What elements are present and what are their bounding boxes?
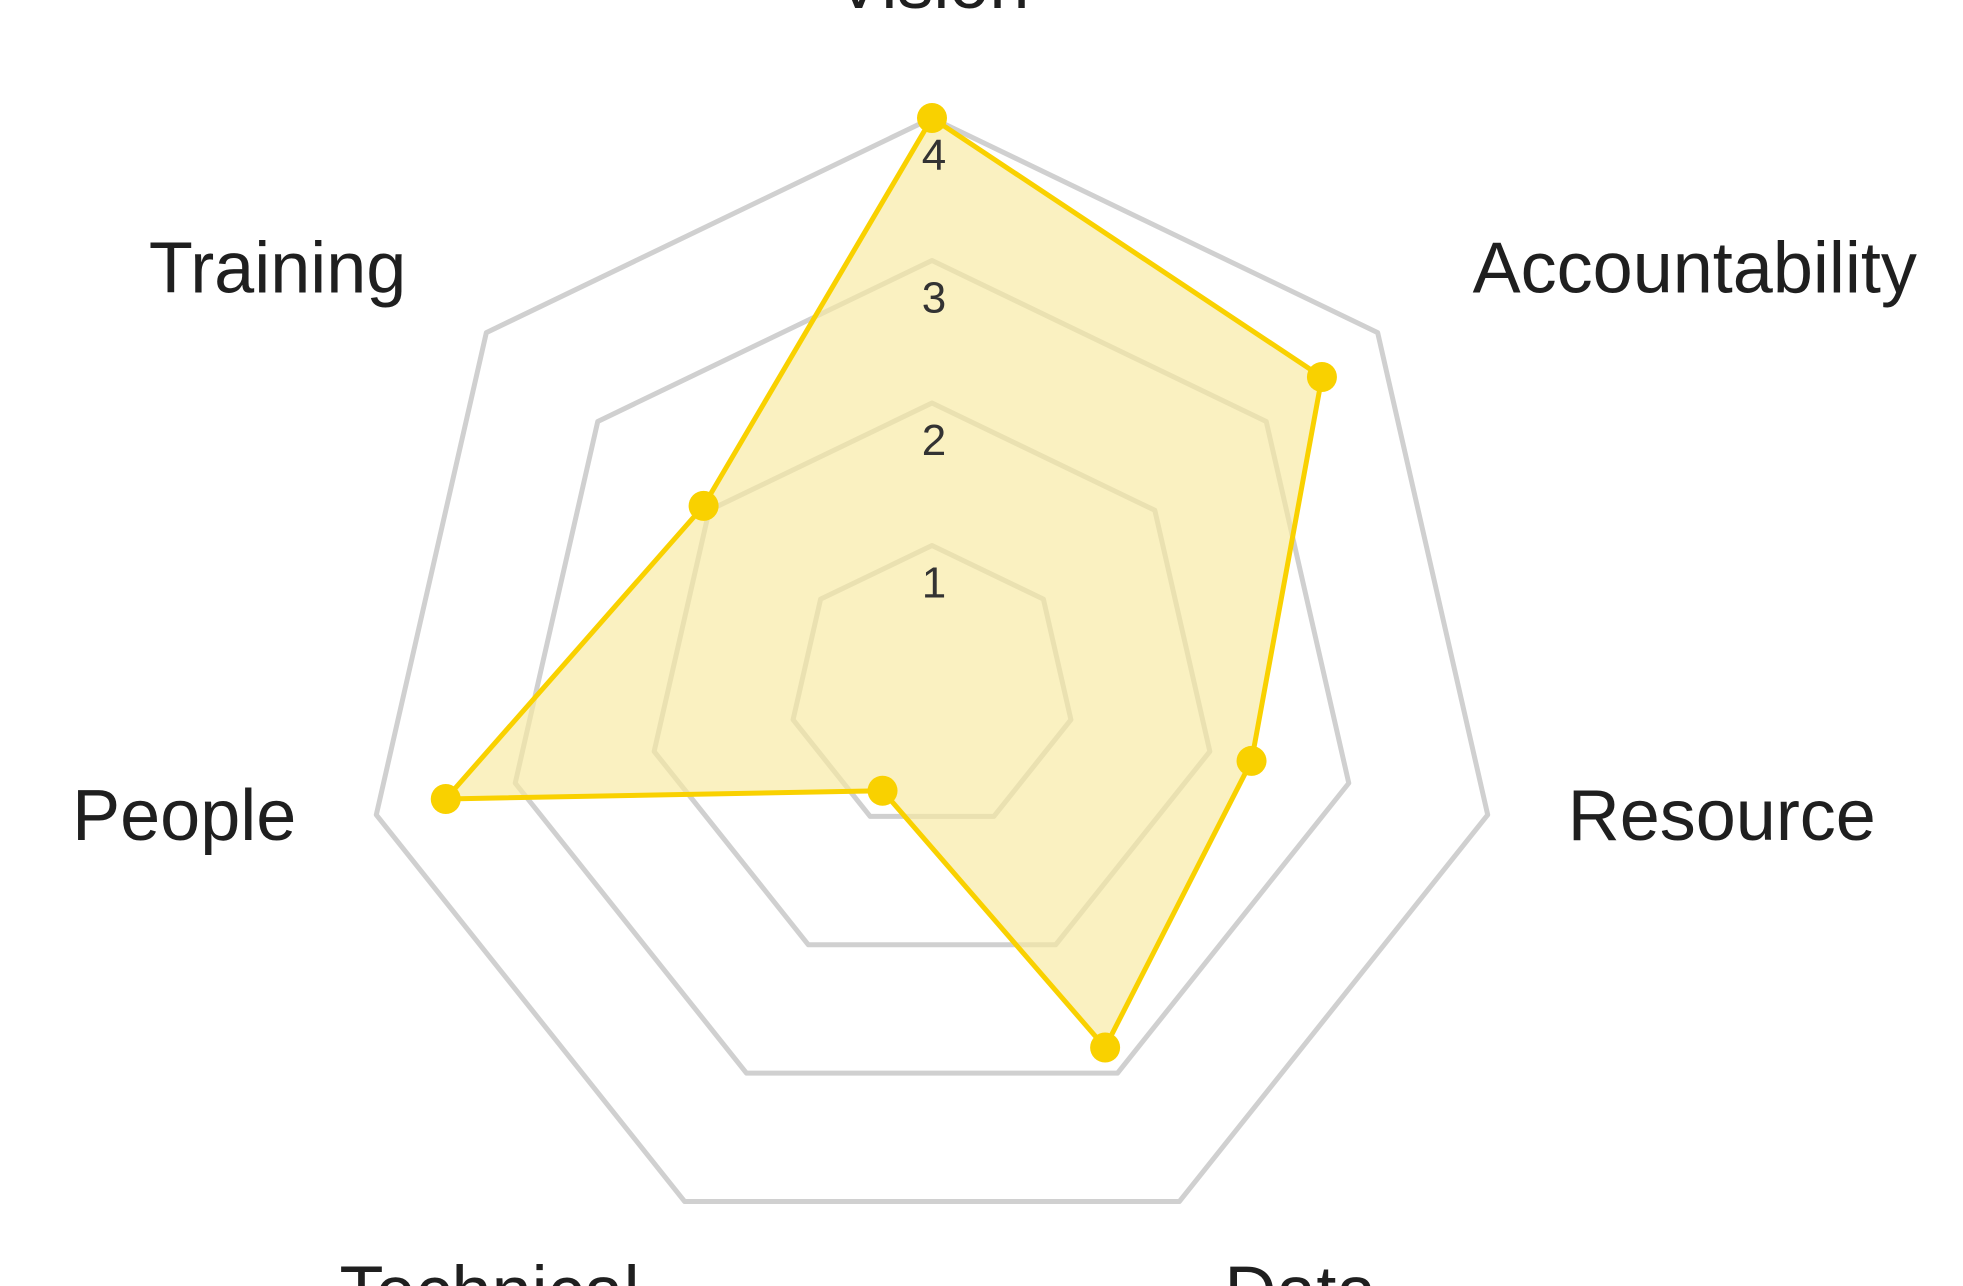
data-point-data bbox=[1090, 1032, 1121, 1063]
axis-label-technical: Technical bbox=[340, 1253, 640, 1286]
data-point-technical bbox=[867, 775, 898, 806]
axis-label-resource: Resource bbox=[1568, 776, 1876, 856]
tick-label-2: 2 bbox=[922, 416, 946, 465]
data-point-vision bbox=[917, 103, 947, 133]
data-point-accountability bbox=[1306, 362, 1337, 393]
axis-labels: Vision Accountability Resource Data Technica… bbox=[72, 0, 1917, 1286]
axis-label-vision: Vision bbox=[835, 0, 1030, 24]
data-point-resource bbox=[1236, 745, 1267, 776]
series-layer bbox=[430, 103, 1337, 1063]
tick-labels: 1 2 3 4 bbox=[922, 131, 946, 608]
grid-ring-4 bbox=[373, 115, 1491, 1205]
tick-label-3: 3 bbox=[922, 274, 946, 323]
axis-label-accountability: Accountability bbox=[1473, 229, 1917, 309]
axis-label-people: People bbox=[72, 776, 296, 856]
axis-label-training: Training bbox=[149, 229, 406, 309]
data-point-training bbox=[688, 490, 719, 521]
axis-label-data: Data bbox=[1224, 1253, 1377, 1286]
tick-label-1: 1 bbox=[922, 559, 946, 608]
data-point-people bbox=[430, 783, 461, 814]
tick-label-4: 4 bbox=[922, 131, 946, 180]
series-area-0 bbox=[443, 115, 1325, 1050]
